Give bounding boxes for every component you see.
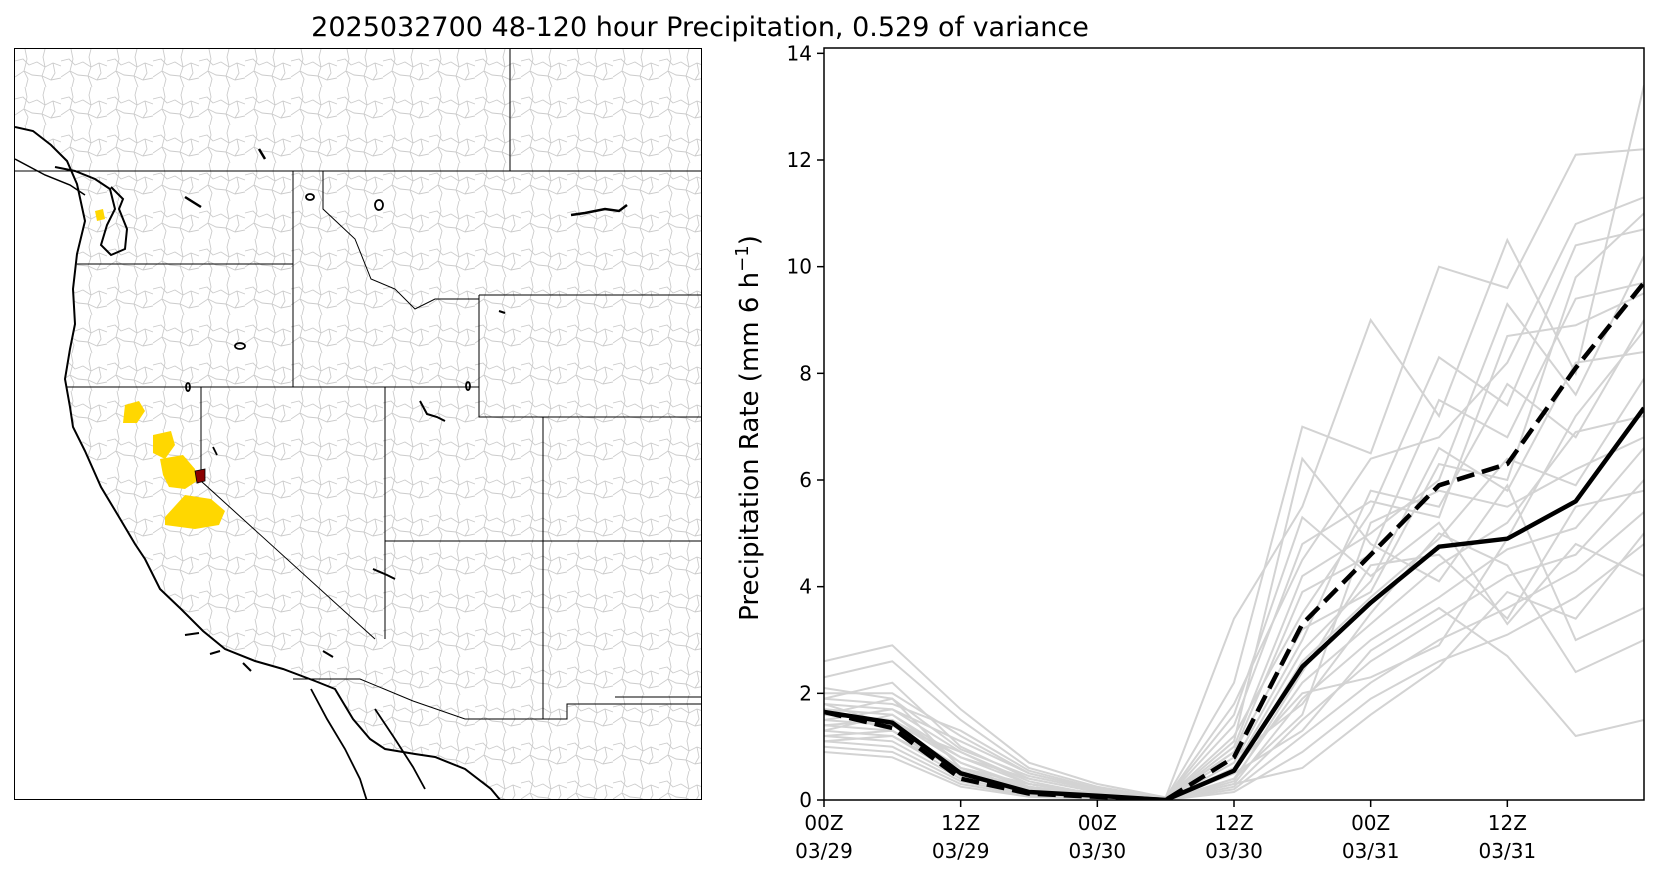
wyoming-border — [478, 295, 701, 418]
x-tick-label-time: 00Z — [1078, 811, 1117, 835]
ensemble-member-line-23 — [824, 292, 1644, 800]
great-salt-lake — [419, 400, 446, 422]
ensemble-member-line-14 — [824, 543, 1644, 800]
island-2 — [209, 650, 221, 655]
lake-mead — [372, 568, 396, 580]
x-tick-label-date: 03/29 — [932, 839, 990, 863]
ensemble-member-line-4 — [824, 228, 1644, 800]
strait — [15, 158, 86, 196]
ensemble-member-line-22 — [824, 212, 1644, 800]
basin-map — [15, 49, 701, 799]
x-tick-label-date: 03/31 — [1342, 839, 1400, 863]
coastline — [15, 126, 501, 799]
x-tick-label-time: 12Z — [1488, 811, 1527, 835]
lake-8 — [465, 381, 471, 391]
lake-5 — [305, 193, 315, 201]
lake-7 — [185, 382, 191, 392]
plot-layer — [824, 85, 1644, 800]
ensemble-member-line-6 — [824, 281, 1644, 800]
island-3 — [242, 662, 252, 672]
map-panel — [14, 48, 702, 800]
y-axis-label: Precipitation Rate (mm 6 h−1) — [732, 235, 766, 621]
ensemble-member-line-5 — [824, 255, 1644, 800]
outlet-basin — [194, 468, 206, 484]
ensemble-member-line-1 — [824, 85, 1644, 799]
baja-coast — [310, 688, 368, 799]
x-tick-label-time: 00Z — [1351, 811, 1390, 835]
lake-9 — [212, 446, 218, 456]
ensemble-member-line-3 — [824, 196, 1644, 800]
ensemble-member-line-16 — [824, 456, 1644, 800]
x-tick-label-date: 03/30 — [1205, 839, 1263, 863]
y-tick-label: 14 — [787, 41, 812, 65]
lake-6 — [234, 342, 246, 350]
y-tick-label: 6 — [799, 468, 812, 492]
ensemble-member-line-12 — [824, 479, 1644, 800]
y-tick-label: 12 — [787, 148, 812, 172]
mexico-border — [293, 678, 701, 720]
ensemble-member-line-15 — [824, 515, 1644, 800]
basin-north-ca-1 — [123, 401, 145, 423]
dashed-mean-line — [824, 281, 1644, 800]
y-tick-label: 4 — [799, 575, 812, 599]
y-tick-label: 8 — [799, 361, 812, 385]
lines-group — [824, 85, 1644, 800]
island-4 — [322, 650, 334, 658]
ensemble-member-line-21 — [824, 436, 1644, 800]
ensemble-member-line-13 — [824, 511, 1644, 800]
island-1 — [184, 632, 200, 636]
lake-2 — [184, 195, 202, 209]
solid-mean-line — [824, 406, 1644, 800]
ensemble-member-line-18 — [824, 606, 1644, 800]
y-tick-label: 10 — [787, 255, 812, 279]
x-tick-label-time: 00Z — [804, 811, 843, 835]
idaho-montana-border — [322, 171, 479, 310]
basin-central-ca — [160, 455, 197, 489]
lake-3 — [570, 204, 628, 217]
highlighted-basins — [95, 209, 225, 529]
basin-north-ca-2 — [153, 431, 175, 459]
puget-sound — [54, 166, 129, 257]
lake-1 — [257, 148, 267, 160]
basin-wa — [95, 209, 105, 221]
axis-layer: 0 2 4 6 8 10 12 14 00Z 03/29 12Z 03/29 00Z 03/30 12Z 03… — [787, 41, 1645, 863]
lake-4 — [374, 199, 384, 211]
gulf-coast — [374, 708, 426, 790]
y-tick-label: 2 — [799, 681, 812, 705]
x-tick-label-date: 03/29 — [795, 839, 853, 863]
ensemble-member-line-20 — [824, 330, 1644, 800]
plot-frame — [823, 47, 1645, 801]
x-tick-label-time: 12Z — [1214, 811, 1253, 835]
y-tick-label: 0 — [799, 788, 812, 812]
chart-title: 2025032700 48-120 hour Precipitation, 0.… — [311, 12, 1089, 43]
x-tick-label-date: 03/30 — [1069, 839, 1127, 863]
lake-10 — [498, 310, 506, 314]
ensemble-member-line-2 — [824, 148, 1644, 800]
x-tick-label-date: 03/31 — [1479, 839, 1537, 863]
basin-sierra — [165, 495, 225, 529]
x-tick-label-time: 12Z — [941, 811, 980, 835]
